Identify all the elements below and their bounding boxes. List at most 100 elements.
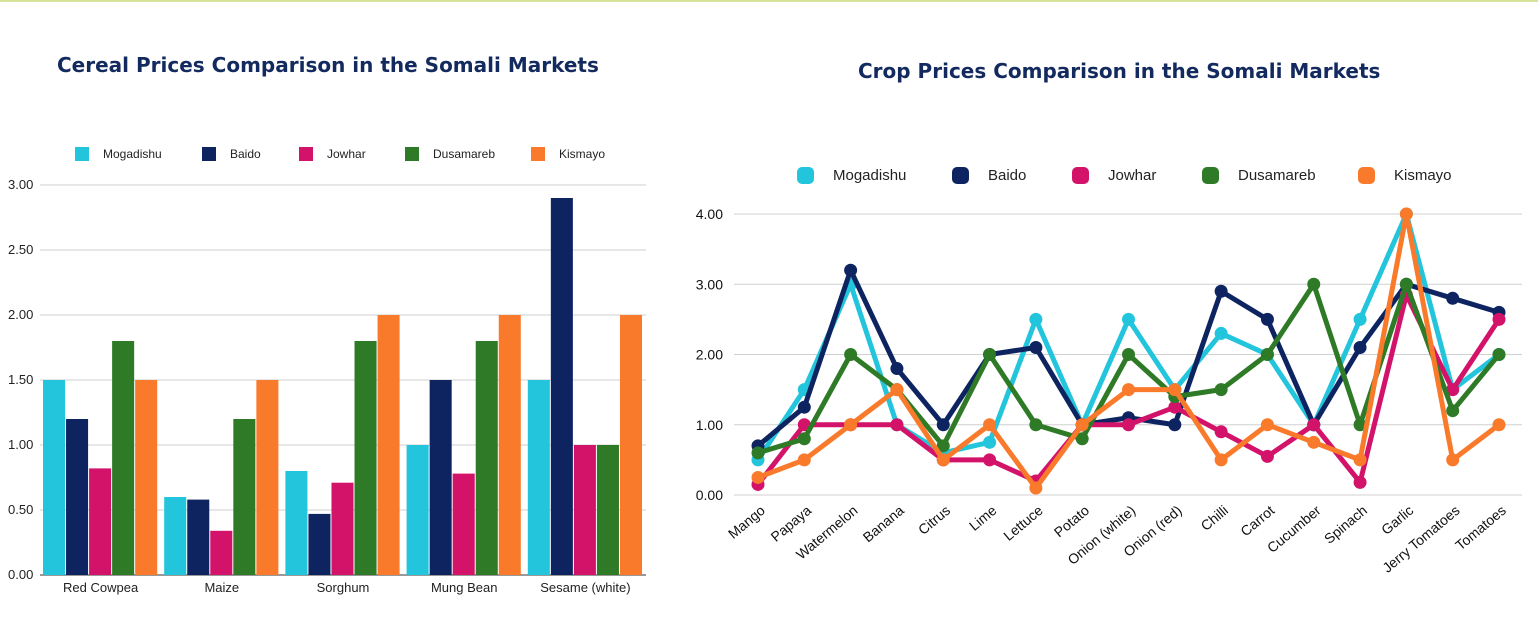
bar-legend-label: Jowhar	[327, 147, 366, 161]
bar-legend-label: Dusamareb	[433, 147, 495, 161]
bar-chart-title: Cereal Prices Comparison in the Somali M…	[57, 53, 599, 77]
point-kismayo	[890, 383, 904, 397]
point-jowhar	[1260, 449, 1274, 463]
bar-dusamareb	[475, 341, 498, 575]
line-x-tick-label: Citrus	[915, 502, 953, 538]
line-legend-label: Dusamareb	[1238, 167, 1316, 184]
line-x-tick-label: Carrot	[1237, 502, 1277, 539]
point-dusamareb	[936, 439, 950, 453]
line-legend-label: Baido	[988, 167, 1026, 184]
bar-y-tick-label: 0.00	[8, 567, 33, 582]
point-kismayo	[1075, 418, 1089, 432]
line-legend-swatch	[1072, 167, 1089, 184]
point-dusamareb	[1307, 277, 1321, 291]
point-mogadishu	[1122, 312, 1135, 326]
line-x-tick-label: Chilli	[1198, 502, 1232, 534]
point-baido	[844, 263, 858, 277]
line-y-tick-label: 0.00	[696, 487, 723, 503]
point-jowhar	[1307, 418, 1321, 432]
line-x-tick-label: Lettuce	[1000, 502, 1046, 544]
bar-mogadishu	[527, 380, 550, 575]
bar-legend-swatch	[531, 147, 545, 161]
bar-jowhar	[573, 445, 596, 575]
bar-dusamareb	[596, 445, 619, 575]
bar-legend-label: Baido	[230, 147, 261, 161]
line-legend-swatch	[1358, 167, 1375, 184]
point-kismayo	[1446, 453, 1460, 467]
point-jowhar	[983, 453, 997, 467]
bar-x-tick-label: Red Cowpea	[63, 580, 139, 595]
bar-mogadishu	[43, 380, 66, 575]
point-kismayo	[797, 453, 811, 467]
line-y-tick-label: 2.00	[696, 347, 723, 363]
point-baido	[1353, 340, 1367, 354]
point-baido	[1168, 418, 1182, 432]
bar-baido	[308, 513, 331, 575]
bar-jowhar	[452, 473, 475, 575]
bar-y-tick-label: 0.50	[8, 502, 33, 517]
point-mogadishu	[1353, 312, 1367, 326]
point-dusamareb	[1492, 348, 1506, 361]
bar-baido	[187, 499, 210, 575]
bar-dusamareb	[112, 341, 135, 575]
top-divider-line	[0, 0, 1538, 2]
line-x-tick-label: Tomatoes	[1452, 502, 1509, 553]
point-dusamareb	[1353, 418, 1367, 432]
point-mogadishu	[1029, 312, 1043, 326]
point-kismayo	[1260, 418, 1274, 432]
point-kismayo	[1214, 453, 1228, 467]
point-jowhar	[1492, 312, 1506, 326]
line-legend-label: Jowhar	[1108, 167, 1156, 184]
point-kismayo	[1492, 418, 1506, 432]
point-mogadishu	[1214, 326, 1228, 340]
point-dusamareb	[1214, 383, 1228, 397]
line-x-tick-label: Mango	[725, 502, 768, 542]
point-jowhar	[1168, 400, 1182, 414]
point-mogadishu	[983, 435, 997, 449]
bar-kismayo	[256, 380, 279, 575]
point-kismayo	[844, 418, 858, 432]
point-jowhar	[1353, 475, 1367, 489]
bar-kismayo	[619, 315, 642, 575]
line-y-tick-label: 4.00	[696, 206, 723, 222]
line-legend-label: Kismayo	[1394, 167, 1452, 184]
line-legend-swatch	[1202, 167, 1219, 184]
bar-y-tick-label: 1.50	[8, 372, 33, 387]
bar-dusamareb	[233, 419, 256, 575]
point-baido	[936, 418, 950, 432]
bar-x-tick-label: Mung Bean	[431, 580, 498, 595]
point-dusamareb	[797, 432, 811, 446]
line-legend-swatch	[797, 167, 814, 184]
point-baido	[1214, 284, 1228, 298]
line-x-tick-label: Banana	[860, 502, 907, 545]
bar-jowhar	[331, 482, 354, 575]
point-baido	[797, 400, 811, 414]
point-dusamareb	[1029, 418, 1043, 432]
bar-baido	[550, 198, 573, 575]
line-x-tick-label: Spinach	[1321, 502, 1370, 547]
bar-baido	[429, 380, 452, 575]
point-jowhar	[890, 418, 904, 432]
bar-y-tick-label: 3.00	[8, 177, 33, 192]
point-dusamareb	[844, 348, 858, 361]
point-kismayo	[983, 418, 997, 432]
point-kismayo	[1399, 207, 1413, 221]
point-kismayo	[751, 470, 765, 484]
bar-x-tick-label: Sesame (white)	[540, 580, 630, 595]
point-baido	[1260, 312, 1274, 326]
bar-chart: 0.00 0.50 1.00 1.50 2.00 2.50 3.00 Red Cowpea Ma…	[8, 147, 646, 595]
line-legend-label: Mogadishu	[833, 167, 906, 184]
point-kismayo	[1029, 481, 1043, 495]
point-dusamareb	[1260, 348, 1274, 361]
bar-jowhar	[89, 468, 112, 575]
bar-kismayo	[498, 315, 521, 575]
bar-kismayo	[377, 315, 400, 575]
point-kismayo	[1353, 453, 1367, 467]
point-dusamareb	[983, 348, 997, 361]
line-chart-title: Crop Prices Comparison in the Somali Mar…	[858, 59, 1380, 83]
line-x-tick-label: Lime	[966, 502, 1000, 534]
point-kismayo	[1168, 383, 1182, 397]
point-dusamareb	[1122, 348, 1135, 361]
bar-legend-label: Kismayo	[559, 147, 605, 161]
